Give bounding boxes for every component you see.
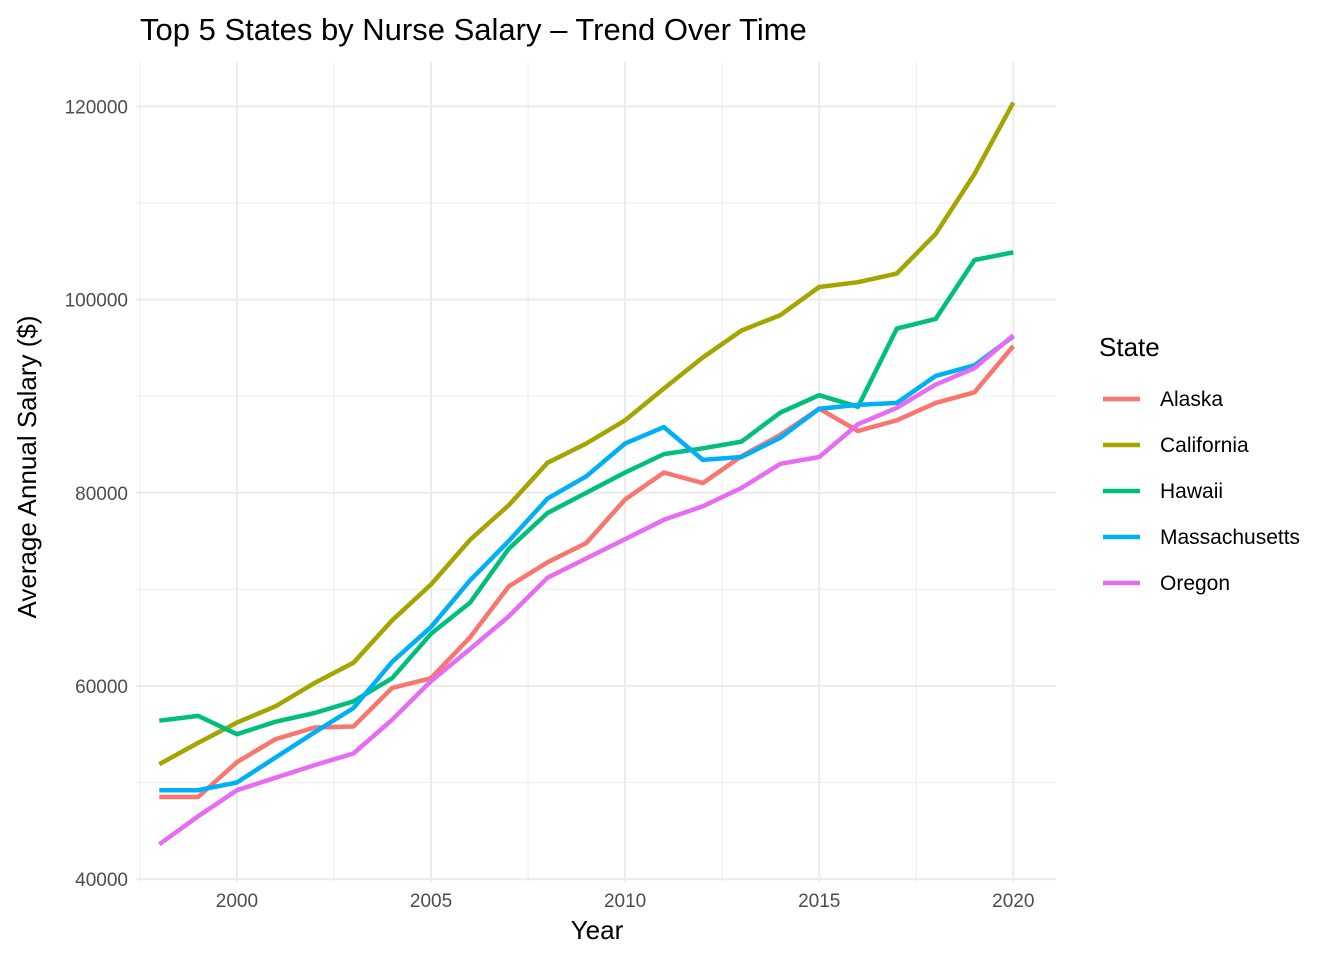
legend-label: Hawaii: [1160, 480, 1223, 503]
y-tick-label: 120000: [65, 97, 128, 118]
legend-label: California: [1160, 434, 1249, 457]
legend-items: Alaska California Hawaii Massachusetts Orego…: [1103, 388, 1300, 595]
y-tick-label: 60000: [75, 677, 128, 698]
y-tick-label: 40000: [75, 870, 128, 891]
legend-title: State: [1099, 332, 1160, 362]
legend-label: Alaska: [1160, 388, 1223, 411]
legend-item-california: California: [1103, 434, 1249, 457]
x-axis-title: Year: [571, 915, 624, 945]
x-tick-label: 2005: [410, 891, 452, 912]
legend-item-oregon: Oregon: [1103, 572, 1230, 595]
series-line-alaska: [159, 344, 1016, 800]
legend-label: Oregon: [1160, 572, 1230, 595]
y-tick-label: 80000: [75, 484, 128, 505]
legend-label: Massachusetts: [1160, 526, 1300, 549]
series-lines: [157, 101, 1016, 847]
x-tick-label: 2020: [992, 891, 1034, 912]
y-tick-label: 100000: [65, 291, 128, 312]
legend: State Alaska California Hawaii Massachusett…: [1099, 332, 1300, 595]
y-axis-title: Average Annual Salary ($): [12, 315, 42, 618]
x-tick-label: 2010: [604, 891, 646, 912]
legend-item-hawaii: Hawaii: [1103, 480, 1223, 503]
legend-item-alaska: Alaska: [1103, 388, 1223, 411]
series-line-hawaii: [159, 250, 1014, 737]
series-line-california: [158, 101, 1016, 767]
x-tick-label: 2000: [216, 891, 258, 912]
series-line-oregon: [157, 333, 1015, 847]
grid-lines: [136, 62, 1056, 882]
legend-item-massachusetts: Massachusetts: [1103, 526, 1300, 549]
chart-title: Top 5 States by Nurse Salary – Trend Ove…: [140, 12, 807, 47]
series-line-massachusetts: [159, 334, 1015, 793]
x-tick-label: 2015: [798, 891, 840, 912]
axis-ticks: 2000 2005 2010 2015 2020 40000 60000 80000 10000…: [65, 97, 1035, 912]
